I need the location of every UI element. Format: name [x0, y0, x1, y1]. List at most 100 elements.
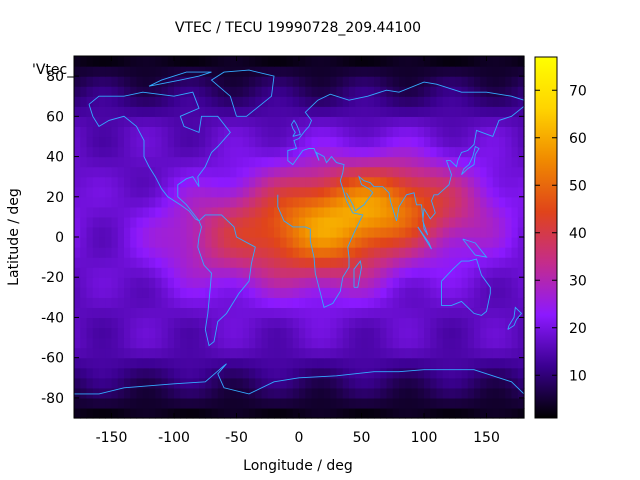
- heat-cell: [192, 247, 200, 258]
- heat-cell: [486, 126, 494, 138]
- heat-cell: [505, 156, 513, 168]
- heat-cell: [436, 116, 444, 127]
- heat-cell: [192, 377, 200, 389]
- coastline-borneo-sumatra: [417, 226, 432, 250]
- heat-cell: [311, 407, 319, 419]
- heat-cell: [436, 166, 444, 178]
- heat-cell: [305, 96, 313, 107]
- heat-cell: [180, 56, 188, 67]
- heat-cell: [436, 156, 444, 168]
- heat-cell: [392, 297, 400, 308]
- heat-cell: [380, 106, 388, 117]
- heat-cell: [480, 86, 488, 97]
- heat-cell: [292, 66, 300, 77]
- heat-cell: [361, 226, 369, 238]
- heat-cell: [386, 257, 394, 268]
- heat-cell: [330, 247, 338, 258]
- heat-cell: [449, 267, 456, 278]
- heat-cell: [442, 226, 450, 238]
- heat-cell: [249, 156, 256, 168]
- heat-cell: [436, 56, 444, 67]
- heat-cell: [386, 156, 394, 168]
- heat-cell: [130, 317, 138, 329]
- heat-cell: [417, 116, 425, 127]
- heat-cell: [511, 226, 519, 238]
- heat-cell: [86, 86, 94, 97]
- heat-cell: [255, 96, 263, 107]
- heat-cell: [92, 136, 100, 148]
- heat-cell: [455, 327, 463, 339]
- heat-cell: [486, 297, 494, 308]
- heat-cell: [342, 307, 350, 319]
- heat-cell: [167, 357, 175, 369]
- heat-cell: [405, 106, 413, 117]
- heat-cell: [117, 176, 125, 188]
- heat-cell: [355, 166, 363, 178]
- heat-cell: [211, 347, 219, 359]
- heat-cell: [105, 136, 113, 148]
- heat-cell: [499, 216, 506, 228]
- heat-cell: [249, 166, 256, 178]
- heat-cell: [105, 397, 113, 409]
- heat-cell: [105, 377, 113, 389]
- heat-cell: [305, 357, 313, 369]
- heat-cell: [399, 357, 406, 369]
- heat-cell: [230, 237, 238, 248]
- heat-cell: [455, 277, 463, 288]
- heat-cell: [330, 136, 338, 148]
- heat-cell: [261, 156, 269, 168]
- heat-cell: [405, 357, 413, 369]
- heat-cell: [286, 176, 294, 188]
- heat-cell: [499, 277, 506, 288]
- heat-cell: [111, 226, 119, 238]
- heat-cell: [355, 387, 363, 399]
- heat-cell: [380, 337, 388, 349]
- heat-cell: [317, 307, 325, 319]
- heat-cell: [374, 367, 381, 379]
- heat-cell: [474, 76, 481, 87]
- heat-cell: [199, 377, 206, 389]
- heat-cell: [480, 407, 488, 419]
- heat-cell: [367, 196, 375, 208]
- heat-cell: [317, 96, 325, 107]
- heat-cell: [142, 367, 150, 379]
- heat-cell: [286, 126, 294, 138]
- heat-cell: [99, 247, 106, 258]
- heat-cell: [361, 307, 369, 319]
- heat-cell: [480, 56, 488, 67]
- heat-cell: [411, 307, 419, 319]
- heat-cell: [299, 166, 306, 178]
- heat-cell: [280, 267, 288, 278]
- heat-cell: [80, 397, 88, 409]
- heat-cell: [480, 287, 488, 298]
- heat-cell: [511, 176, 519, 188]
- heat-cell: [192, 86, 200, 97]
- heat-cell: [230, 257, 238, 268]
- heat-cell: [80, 327, 88, 339]
- heat-cell: [436, 146, 444, 158]
- heat-cell: [186, 216, 194, 228]
- heat-cell: [99, 146, 106, 158]
- heat-cell: [492, 247, 500, 258]
- heat-cell: [199, 387, 206, 399]
- heat-cell: [86, 327, 94, 339]
- heat-cell: [430, 86, 438, 97]
- heat-cell: [186, 307, 194, 319]
- heat-cell: [349, 387, 356, 399]
- heat-cell: [236, 76, 244, 87]
- heat-cell: [311, 237, 319, 248]
- heat-cell: [336, 397, 344, 409]
- heat-cell: [292, 337, 300, 349]
- heat-cell: [80, 76, 88, 87]
- heat-cell: [311, 377, 319, 389]
- heat-cell: [355, 357, 363, 369]
- heat-cell: [505, 277, 513, 288]
- heat-cell: [480, 387, 488, 399]
- heat-cell: [305, 176, 313, 188]
- heat-cell: [486, 307, 494, 319]
- heat-cell: [161, 176, 169, 188]
- heat-cell: [86, 307, 94, 319]
- heat-cell: [80, 196, 88, 208]
- heat-cell: [224, 337, 231, 349]
- heat-cell: [211, 317, 219, 329]
